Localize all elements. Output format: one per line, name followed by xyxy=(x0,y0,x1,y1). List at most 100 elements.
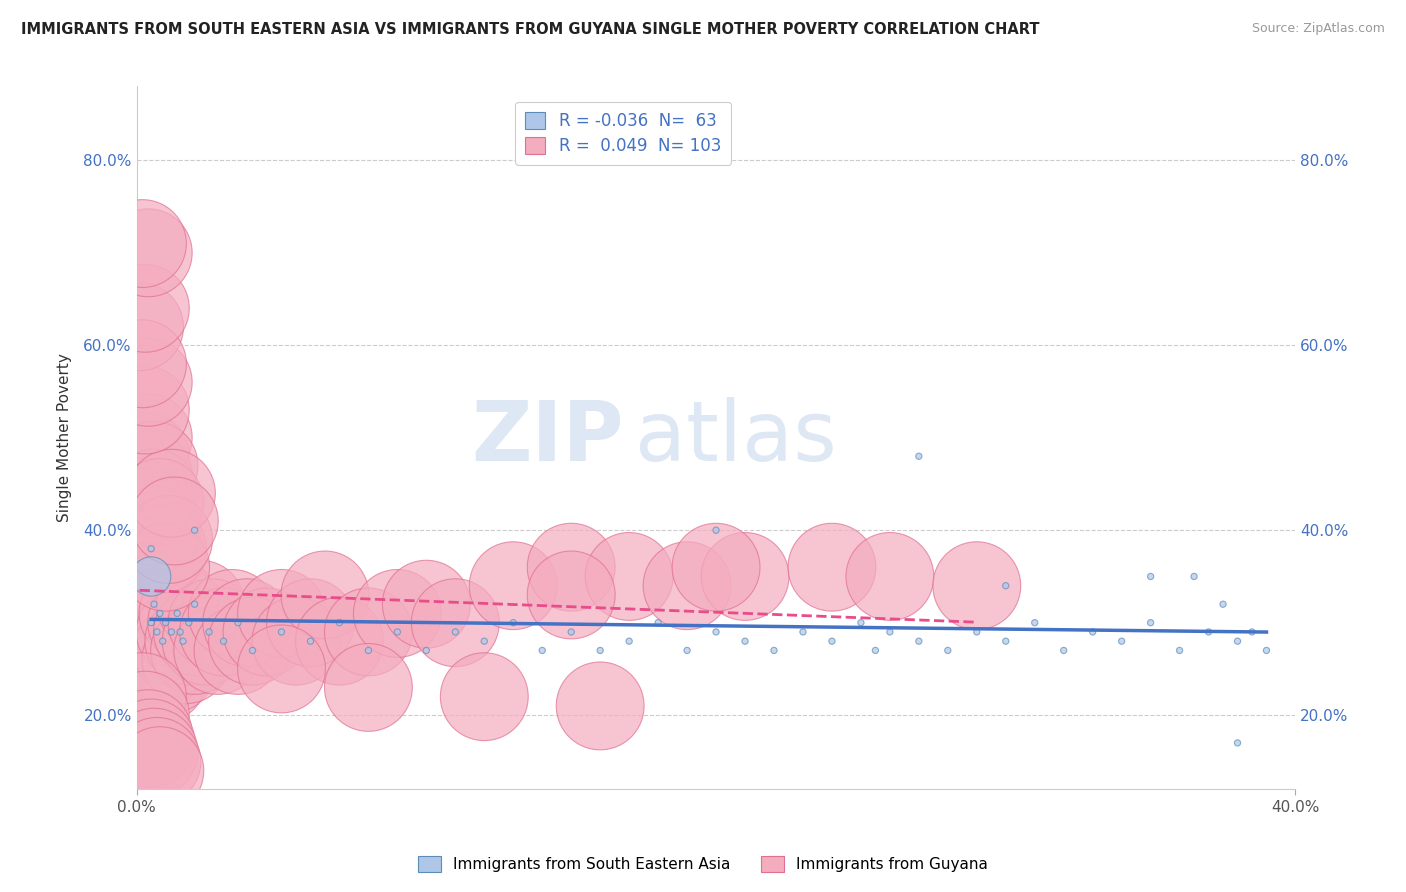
Point xyxy=(704,560,727,574)
Point xyxy=(152,624,174,639)
Point xyxy=(908,634,931,648)
Point xyxy=(444,615,467,630)
Point xyxy=(762,643,785,657)
Point xyxy=(157,533,180,547)
Point xyxy=(152,671,174,685)
Point xyxy=(865,643,887,657)
Point xyxy=(560,624,582,639)
Point xyxy=(143,486,166,500)
Point xyxy=(163,514,186,528)
Point xyxy=(134,708,156,723)
Point xyxy=(704,624,727,639)
Point xyxy=(1226,736,1249,750)
Point xyxy=(357,643,380,657)
Point xyxy=(994,634,1017,648)
Point xyxy=(415,643,437,657)
Point xyxy=(146,523,169,537)
Point xyxy=(131,477,153,491)
Point xyxy=(734,634,756,648)
Point xyxy=(172,607,194,621)
Point xyxy=(136,245,159,260)
Point xyxy=(183,597,205,611)
Point xyxy=(139,514,162,528)
Point xyxy=(617,634,640,648)
Point xyxy=(131,607,153,621)
Point xyxy=(328,634,350,648)
Point xyxy=(152,634,174,648)
Point xyxy=(190,597,212,611)
Point xyxy=(134,449,156,463)
Point xyxy=(1139,615,1161,630)
Point xyxy=(134,569,156,583)
Point xyxy=(1111,634,1133,648)
Point xyxy=(131,690,153,704)
Point xyxy=(146,634,169,648)
Point xyxy=(172,634,194,648)
Point xyxy=(149,764,172,778)
Point xyxy=(183,643,205,657)
Point xyxy=(160,486,183,500)
Point xyxy=(136,634,159,648)
Point xyxy=(676,579,699,593)
Point xyxy=(128,615,150,630)
Point xyxy=(270,662,292,676)
Point xyxy=(195,634,218,648)
Point xyxy=(131,643,153,657)
Point xyxy=(131,357,153,371)
Point xyxy=(617,569,640,583)
Point xyxy=(163,597,186,611)
Text: ZIP: ZIP xyxy=(471,397,623,478)
Point xyxy=(157,588,180,602)
Point xyxy=(821,560,844,574)
Point xyxy=(1139,569,1161,583)
Point xyxy=(149,643,172,657)
Point xyxy=(143,745,166,759)
Point xyxy=(134,597,156,611)
Point xyxy=(143,588,166,602)
Point xyxy=(177,615,200,630)
Point xyxy=(143,624,166,639)
Point xyxy=(242,643,264,657)
Point xyxy=(472,690,495,704)
Point xyxy=(143,458,166,473)
Point xyxy=(149,495,172,509)
Point xyxy=(134,403,156,417)
Point xyxy=(160,634,183,648)
Point xyxy=(242,634,264,648)
Point xyxy=(139,541,162,556)
Point xyxy=(198,624,221,639)
Point xyxy=(936,643,959,657)
Point xyxy=(169,624,191,639)
Point xyxy=(128,634,150,648)
Point xyxy=(155,560,177,574)
Point xyxy=(285,634,308,648)
Point xyxy=(128,319,150,334)
Point xyxy=(160,624,183,639)
Point xyxy=(589,643,612,657)
Point xyxy=(256,624,278,639)
Point xyxy=(149,607,172,621)
Point xyxy=(128,495,150,509)
Point xyxy=(143,597,166,611)
Point xyxy=(1212,597,1234,611)
Point xyxy=(207,643,229,657)
Point xyxy=(1256,643,1278,657)
Point xyxy=(134,301,156,316)
Point xyxy=(169,624,191,639)
Point xyxy=(186,624,208,639)
Point xyxy=(139,615,162,630)
Point xyxy=(415,597,437,611)
Point xyxy=(131,236,153,251)
Point xyxy=(821,634,844,648)
Point xyxy=(314,588,336,602)
Point xyxy=(166,607,188,621)
Point xyxy=(146,662,169,676)
Point xyxy=(849,615,872,630)
Point xyxy=(387,624,409,639)
Point xyxy=(146,755,169,769)
Text: atlas: atlas xyxy=(636,397,837,478)
Point xyxy=(908,449,931,463)
Point xyxy=(160,662,183,676)
Point xyxy=(136,662,159,676)
Point xyxy=(560,560,582,574)
